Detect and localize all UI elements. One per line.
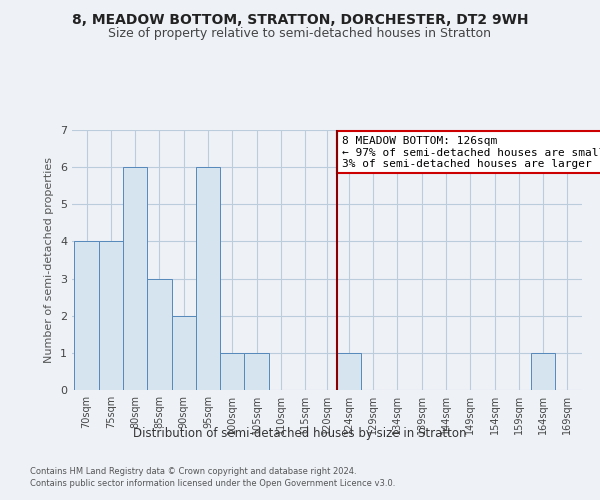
- Bar: [531, 353, 555, 390]
- Bar: [74, 242, 99, 390]
- Y-axis label: Number of semi-detached properties: Number of semi-detached properties: [44, 157, 55, 363]
- Bar: [220, 353, 244, 390]
- Bar: [244, 353, 269, 390]
- Text: Contains HM Land Registry data © Crown copyright and database right 2024.: Contains HM Land Registry data © Crown c…: [30, 468, 356, 476]
- Text: 8, MEADOW BOTTOM, STRATTON, DORCHESTER, DT2 9WH: 8, MEADOW BOTTOM, STRATTON, DORCHESTER, …: [72, 12, 528, 26]
- Text: Distribution of semi-detached houses by size in Stratton: Distribution of semi-detached houses by …: [133, 428, 467, 440]
- Text: 8 MEADOW BOTTOM: 126sqm
← 97% of semi-detached houses are smaller (28)
3% of sem: 8 MEADOW BOTTOM: 126sqm ← 97% of semi-de…: [341, 136, 600, 169]
- Bar: [99, 242, 123, 390]
- Text: Size of property relative to semi-detached houses in Stratton: Size of property relative to semi-detach…: [109, 28, 491, 40]
- Bar: [337, 353, 361, 390]
- Bar: [123, 167, 147, 390]
- Bar: [172, 316, 196, 390]
- Bar: [196, 167, 220, 390]
- Bar: [147, 278, 172, 390]
- Text: Contains public sector information licensed under the Open Government Licence v3: Contains public sector information licen…: [30, 478, 395, 488]
